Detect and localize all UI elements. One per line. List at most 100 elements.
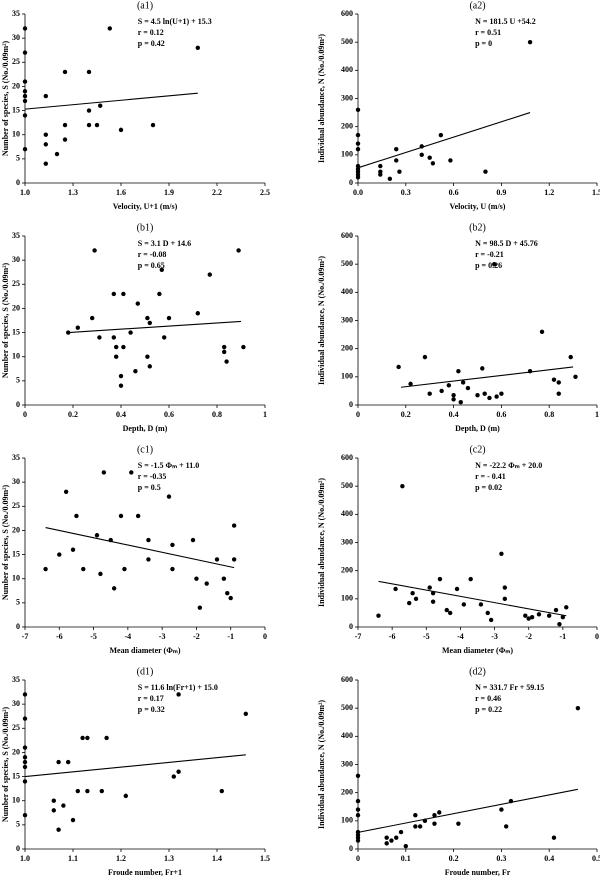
y-tick-label: 15 (12, 327, 20, 336)
point (499, 391, 504, 396)
point (560, 614, 566, 620)
y-tick-label: 100 (341, 816, 353, 825)
point (190, 537, 196, 543)
point (502, 596, 508, 602)
y-axis-label: Individual abundance, N (No./0.09m²) (317, 34, 326, 163)
point (432, 813, 437, 818)
x-tick-label: 0.6 (449, 188, 459, 197)
point (104, 735, 109, 741)
point (397, 169, 402, 174)
x-axis-label: Mean diameter (Φₘ) (109, 646, 180, 655)
point (355, 107, 361, 112)
annotation: S = -1.5 Φₘ + 11.0 (138, 461, 199, 470)
y-tick-label: 35 (12, 675, 20, 684)
point (22, 79, 28, 84)
point (438, 132, 444, 138)
point (228, 595, 233, 601)
x-tick-label: 0.6 (496, 410, 506, 419)
point (408, 381, 413, 387)
x-tick-label: 1 (595, 410, 599, 419)
point (396, 364, 401, 370)
point (63, 489, 69, 494)
point (499, 551, 504, 556)
y-tick-label: 15 (12, 549, 20, 558)
point (66, 759, 71, 765)
point (553, 607, 559, 613)
point (118, 127, 124, 133)
point (118, 513, 124, 519)
point (146, 557, 151, 562)
point (447, 610, 453, 616)
y-tick-label: 400 (341, 509, 353, 518)
point (43, 566, 48, 572)
x-tick-label: -7 (22, 632, 29, 641)
point (114, 344, 119, 350)
point (539, 329, 545, 334)
point (430, 591, 436, 596)
x-tick-label: -7 (355, 632, 362, 641)
point (51, 808, 56, 813)
point (123, 793, 128, 799)
y-tick-label: 0 (16, 622, 20, 631)
point (43, 161, 48, 166)
x-tick-label: 0.1 (401, 854, 411, 863)
x-tick-label: -6 (56, 632, 63, 641)
x-tick-label: -1 (227, 632, 234, 641)
point (422, 354, 428, 360)
point (224, 359, 229, 364)
annotation: r = -0.21 (475, 250, 504, 259)
y-axis-label: Number of species, S (No./0.09m²) (1, 484, 10, 600)
point (494, 394, 499, 399)
point (147, 364, 152, 369)
point (214, 557, 220, 562)
y-tick-label: 200 (341, 787, 353, 796)
y-tick-label: 30 (12, 699, 20, 708)
point (456, 369, 461, 374)
point (413, 596, 419, 602)
point (222, 344, 227, 350)
point (222, 349, 227, 355)
y-tick-label: 500 (341, 259, 353, 268)
x-axis-label: Froude number, Fr (445, 868, 511, 877)
point (108, 537, 113, 543)
point (419, 144, 424, 149)
point (437, 576, 443, 582)
x-tick-label: 1.2 (116, 854, 126, 863)
y-tick-label: 30 (12, 33, 20, 42)
point (502, 585, 508, 590)
trend-line (357, 112, 531, 169)
point (122, 566, 127, 572)
trend-line (24, 92, 198, 110)
y-tick-label: 20 (12, 525, 20, 534)
y-axis-label: Individual abundance, N (No./0.09m²) (317, 256, 326, 385)
point (389, 838, 394, 843)
point (575, 705, 581, 711)
y-tick-label: 20 (12, 747, 20, 756)
y-tick-label: 0 (16, 844, 20, 853)
y-tick-label: 600 (341, 231, 353, 240)
x-tick-label: 1.6 (116, 188, 126, 197)
point (22, 147, 28, 152)
point (97, 335, 102, 340)
point (150, 122, 156, 128)
y-tick-label: 500 (341, 703, 353, 712)
point (70, 547, 76, 552)
y-tick-label: 400 (341, 65, 353, 74)
point (394, 158, 399, 163)
annotation: r = 0.12 (138, 28, 164, 37)
annotation: N = 181.5 U +54.2 (475, 17, 536, 26)
point (221, 576, 227, 581)
point (394, 147, 399, 152)
point (536, 612, 542, 617)
x-axis-label: Velocity, U+1 (m/s) (113, 202, 178, 211)
y-tick-label: 30 (12, 477, 20, 486)
panel-title: (d2) (469, 666, 486, 677)
point (176, 769, 181, 774)
x-axis-label: Depth, D (m) (123, 424, 168, 433)
x-tick-label: 0.2 (401, 410, 411, 419)
point (487, 395, 492, 401)
annotation: N = 98.5 D + 45.76 (475, 239, 538, 248)
x-tick-label: 0.2 (449, 854, 459, 863)
y-tick-label: 100 (341, 372, 353, 381)
